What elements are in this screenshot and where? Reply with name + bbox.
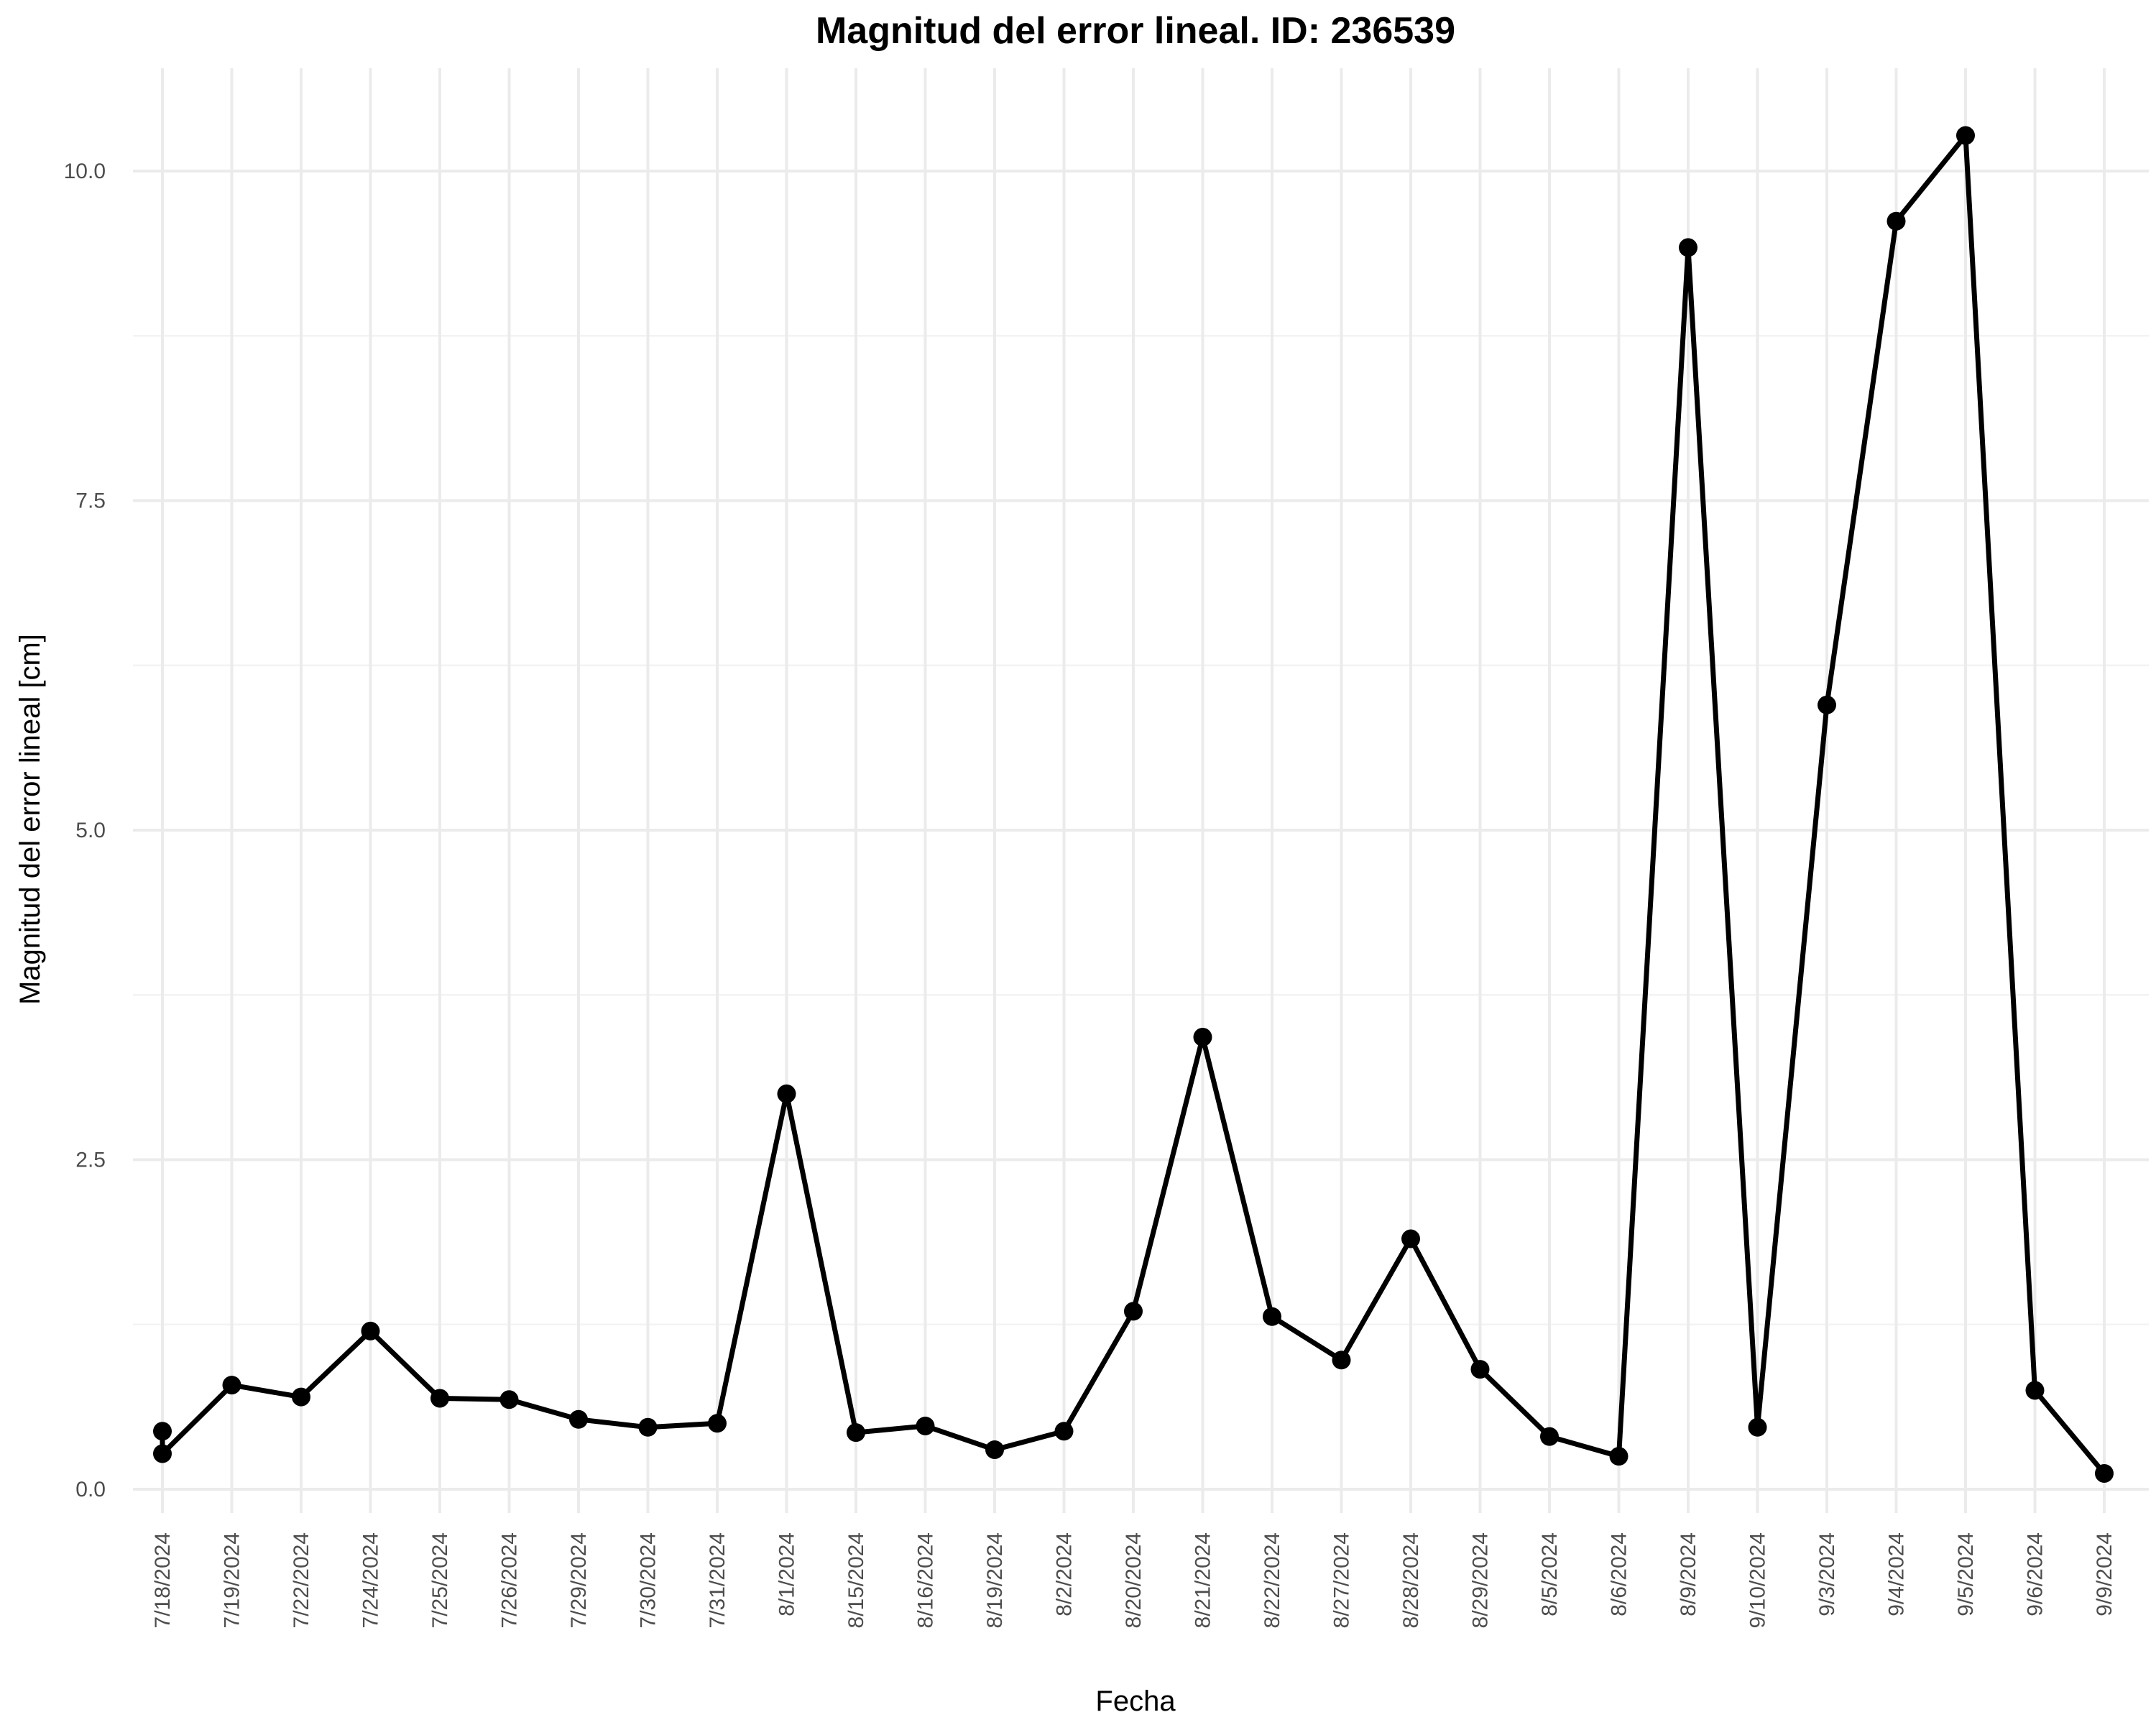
y-tick-label: 2.5 <box>75 1149 106 1172</box>
x-tick-label: 9/4/2024 <box>1885 1532 1909 1616</box>
x-tick-labels: 7/18/2024 7/19/2024 7/22/2024 7/24/2024 7/25… <box>151 1532 2116 1628</box>
x-tick-label: 8/1/2024 <box>775 1532 799 1616</box>
x-tick-label: 8/28/2024 <box>1399 1532 1423 1628</box>
x-tick-label: 9/10/2024 <box>1746 1532 1770 1628</box>
x-tick-label: 8/29/2024 <box>1469 1532 1493 1628</box>
chart-title: Magnitud del error lineal. ID: 236539 <box>816 10 1455 52</box>
data-point <box>361 1321 380 1340</box>
series-line <box>160 133 2107 1476</box>
x-axis-label: Fecha <box>1095 1685 1176 1717</box>
data-point <box>1956 126 1975 145</box>
x-tick-label: 7/18/2024 <box>151 1532 175 1628</box>
data-point <box>1886 211 1906 231</box>
x-tick-label: 8/16/2024 <box>914 1532 938 1628</box>
x-tick-label: 8/21/2024 <box>1192 1532 1215 1628</box>
data-point <box>1263 1307 1281 1326</box>
x-tick-label: 7/26/2024 <box>498 1532 522 1628</box>
data-point <box>2095 1463 2114 1483</box>
data-point <box>153 1422 172 1441</box>
data-point <box>847 1423 865 1443</box>
y-tick-label: 7.5 <box>75 489 106 513</box>
y-tick-labels: 0.0 2.5 5.0 7.5 10.0 <box>64 160 106 1501</box>
x-tick-label: 8/27/2024 <box>1330 1532 1354 1628</box>
x-tick-label: 7/19/2024 <box>221 1532 244 1628</box>
x-tick-label: 7/25/2024 <box>428 1532 452 1628</box>
data-point <box>1193 1027 1212 1046</box>
data-point <box>430 1389 449 1408</box>
data-point <box>1054 1422 1074 1441</box>
x-tick-label: 7/22/2024 <box>290 1532 313 1628</box>
data-point <box>708 1414 727 1433</box>
data-point <box>1470 1360 1490 1379</box>
x-tick-label: 9/3/2024 <box>1815 1532 1839 1616</box>
data-point <box>916 1416 935 1435</box>
data-point <box>1540 1427 1559 1446</box>
x-tick-label: 9/9/2024 <box>2093 1532 2116 1616</box>
data-point <box>777 1084 796 1103</box>
data-point <box>2025 1381 2045 1400</box>
data-point <box>1748 1417 1767 1437</box>
data-point <box>1124 1302 1143 1321</box>
data-point <box>569 1409 588 1429</box>
data-point <box>985 1440 1004 1459</box>
data-point <box>1818 695 1836 714</box>
x-tick-label: 8/20/2024 <box>1122 1532 1146 1628</box>
data-point <box>1609 1447 1628 1466</box>
y-axis-label: Magnitud del error lineal [cm] <box>14 634 46 1005</box>
x-tick-label: 8/9/2024 <box>1677 1532 1700 1616</box>
y-tick-label: 0.0 <box>75 1478 106 1501</box>
y-tick-label: 5.0 <box>75 819 106 842</box>
data-point <box>1679 238 1697 257</box>
series-group <box>153 126 2114 1483</box>
x-tick-label: 8/15/2024 <box>844 1532 868 1628</box>
data-point <box>499 1390 519 1409</box>
data-point <box>153 1444 172 1463</box>
x-tick-label: 7/24/2024 <box>359 1532 383 1628</box>
x-tick-label: 8/6/2024 <box>1608 1532 1631 1616</box>
x-tick-label: 7/30/2024 <box>637 1532 660 1628</box>
data-point <box>222 1376 241 1395</box>
x-tick-label: 7/29/2024 <box>567 1532 591 1628</box>
data-point <box>1401 1229 1420 1248</box>
x-tick-label: 9/6/2024 <box>2024 1532 2047 1616</box>
data-point <box>1332 1351 1351 1370</box>
data-point <box>292 1387 310 1407</box>
x-tick-label: 8/5/2024 <box>1538 1532 1562 1616</box>
x-tick-label: 8/19/2024 <box>983 1532 1007 1628</box>
x-tick-label: 8/2/2024 <box>1053 1532 1077 1616</box>
x-tick-label: 8/22/2024 <box>1261 1532 1284 1628</box>
y-tick-label: 10.0 <box>64 160 106 183</box>
data-point <box>638 1417 658 1437</box>
x-tick-label: 9/5/2024 <box>1954 1532 1978 1616</box>
x-tick-label: 7/31/2024 <box>706 1532 729 1628</box>
grid <box>133 68 2149 1513</box>
